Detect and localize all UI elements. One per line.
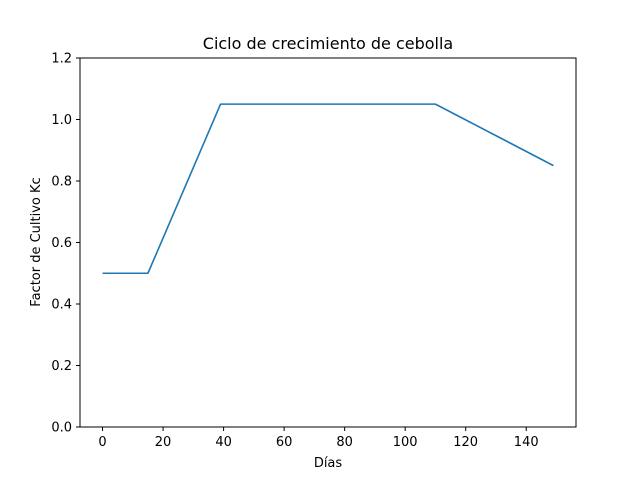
x-tick-label: 120 (453, 435, 478, 450)
y-tick-label: 1.2 (51, 52, 72, 67)
x-axis: 0 20 40 60 80 100 120 140 (98, 427, 539, 450)
axes-frame (79, 57, 577, 428)
y-tick-label: 0.2 (51, 359, 72, 374)
y-tick-label: 0.6 (51, 236, 72, 251)
x-axis-label: Días (314, 456, 343, 471)
x-tick-label: 100 (393, 435, 418, 450)
y-tick-label: 0.8 (51, 175, 72, 190)
x-tick-label: 140 (514, 435, 539, 450)
x-tick-label: 0 (98, 435, 106, 450)
y-axis-label: Factor de Cultivo Kc (29, 177, 44, 306)
y-axis: 0.0 0.2 0.4 0.6 0.8 1.0 1.2 (51, 52, 80, 436)
plot-area (102, 103, 554, 275)
x-tick-label: 80 (336, 435, 353, 450)
y-tick-label: 0.0 (51, 421, 72, 436)
y-tick-label: 1.0 (51, 113, 72, 128)
y-tick-label: 0.4 (51, 298, 72, 313)
x-tick-label: 60 (276, 435, 293, 450)
x-tick-label: 40 (215, 435, 232, 450)
series-line (102, 103, 554, 275)
x-tick-label: 20 (155, 435, 172, 450)
chart-title: Ciclo de crecimiento de cebolla (203, 34, 453, 53)
